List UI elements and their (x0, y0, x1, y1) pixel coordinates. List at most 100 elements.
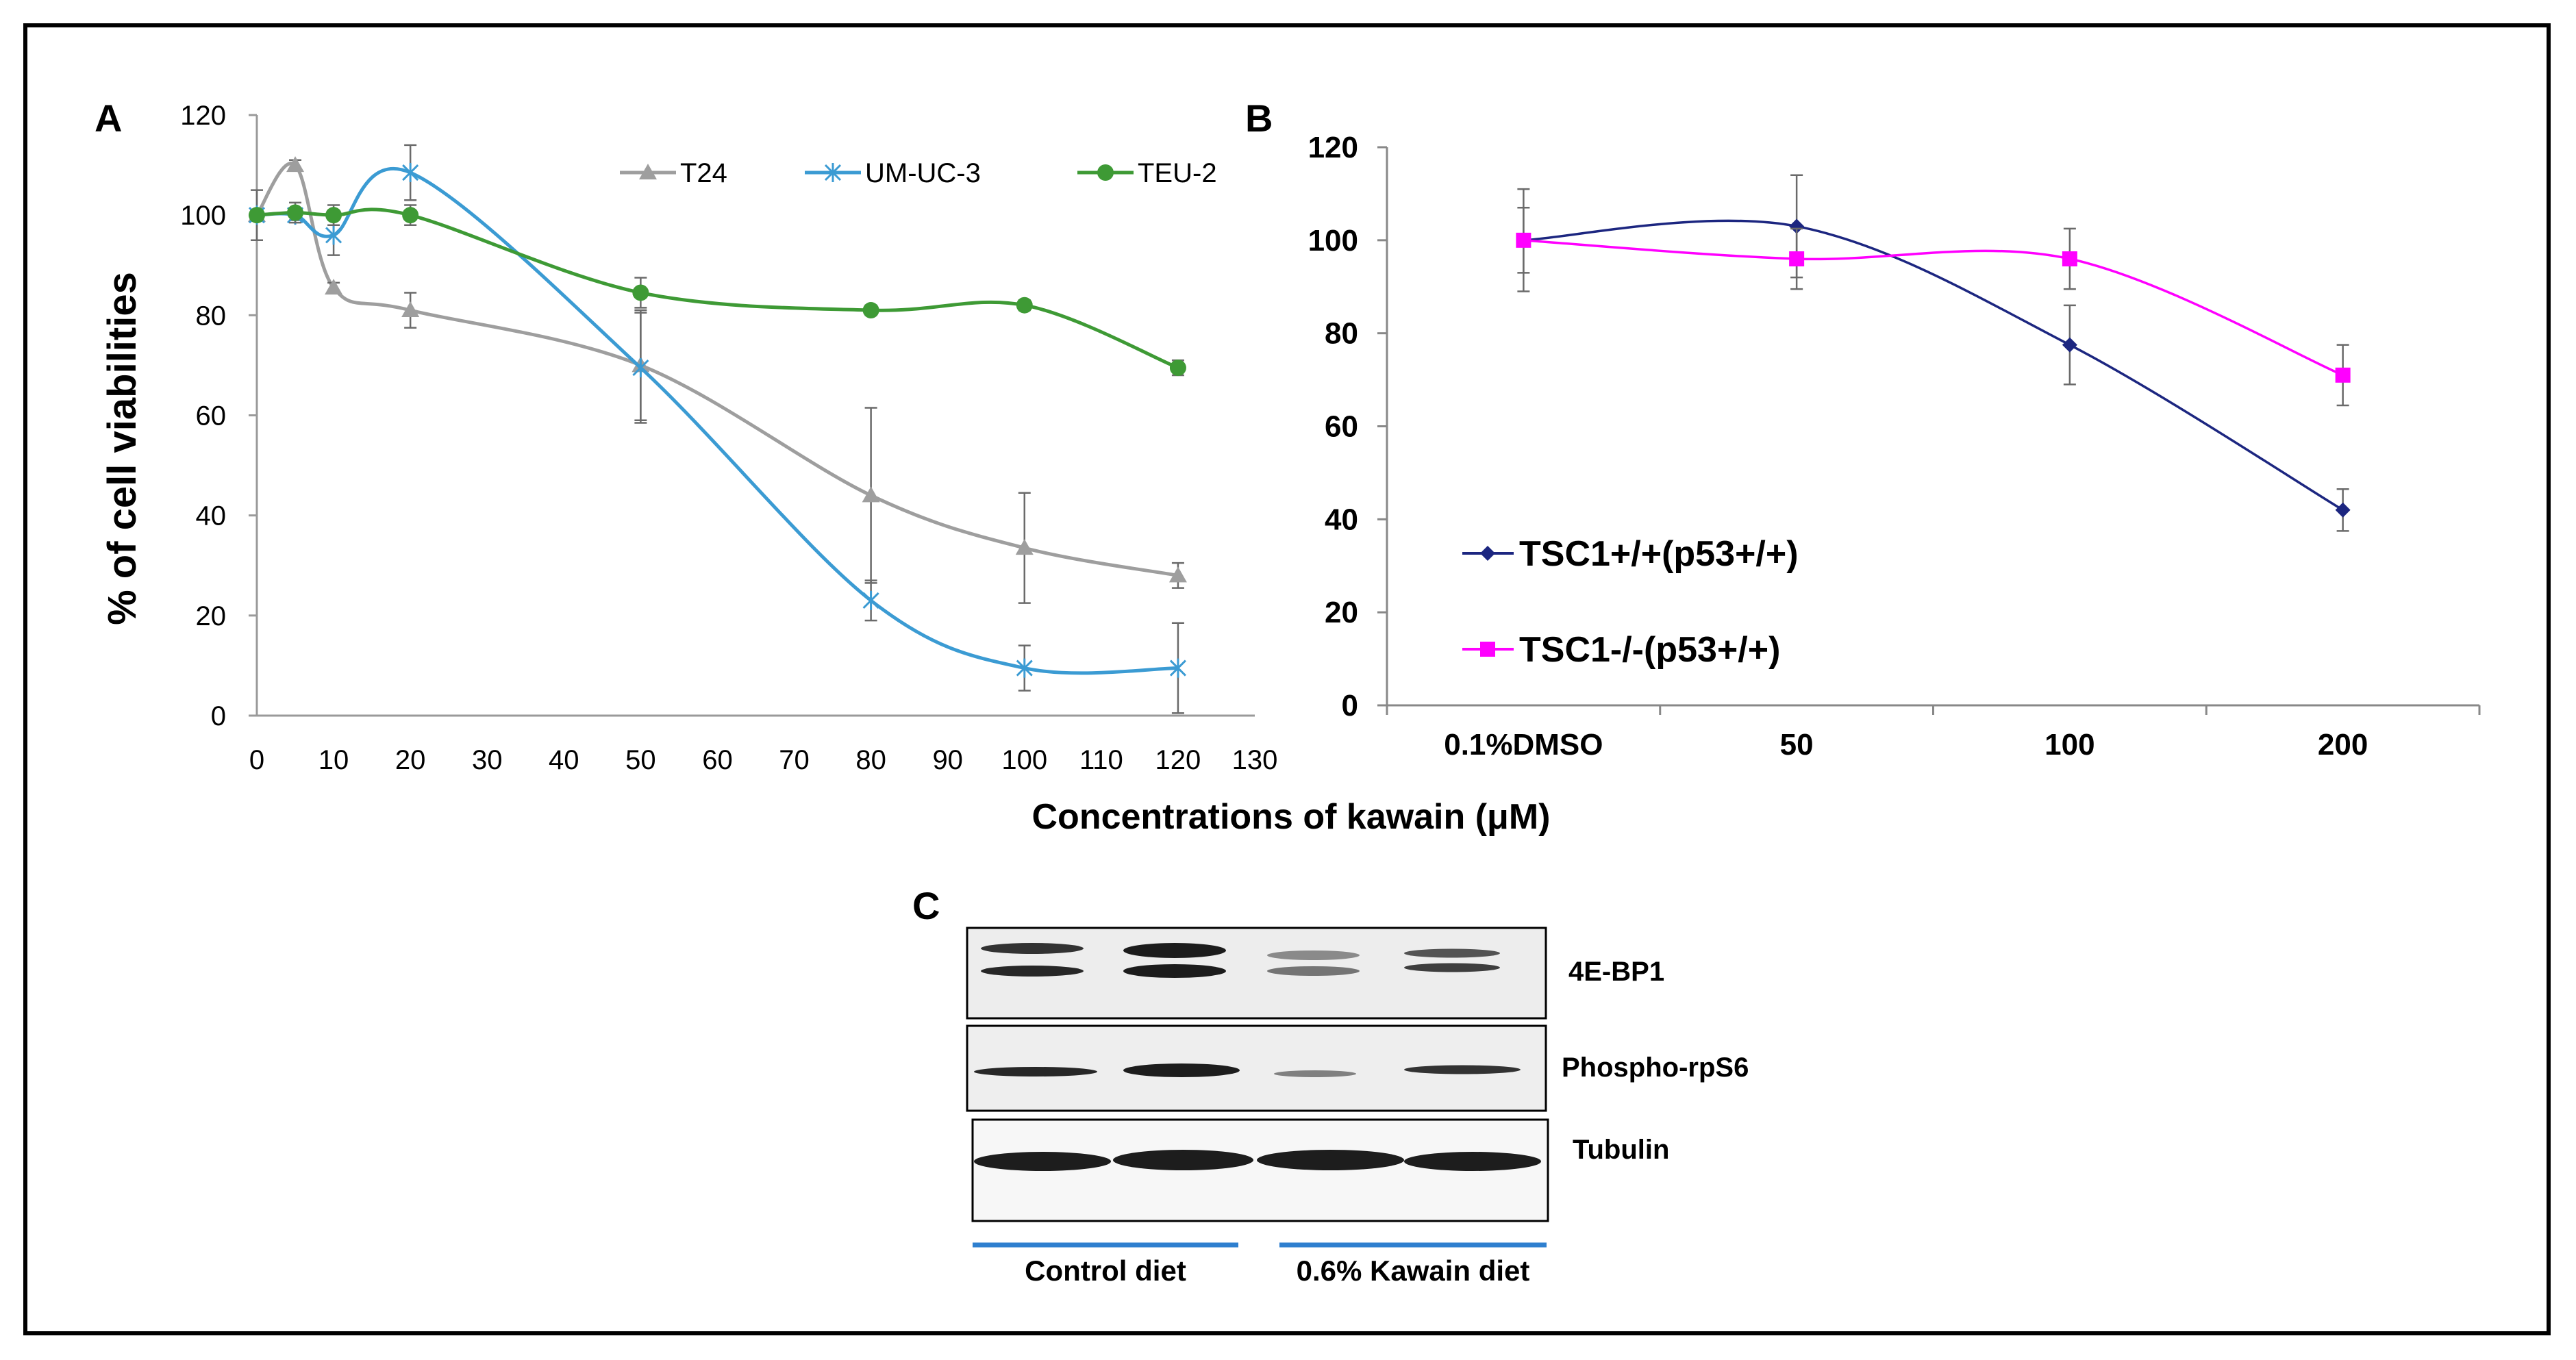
legend-marker-tsc1-p53- (1480, 546, 1495, 561)
blot-band (1267, 966, 1360, 976)
legend-label-t24: T24 (680, 158, 727, 188)
legend-label-tsc1-p53-: TSC1-/-(p53+/+) (1519, 630, 1780, 670)
blot-label-tubulin: Tubulin (1573, 1135, 1669, 1165)
chart-a-x-tick-label: 120 (1155, 745, 1201, 775)
chart-a-y-tick-label: 40 (196, 501, 227, 531)
series-line-tsc1-p53- (1523, 219, 2344, 512)
chart-a-x-tick-label: 0 (249, 745, 264, 775)
chart-a-x-tick-label: 130 (1232, 745, 1278, 775)
data-point-teu-2 (402, 207, 419, 224)
chart-a-y-tick-label: 120 (180, 101, 226, 131)
western-blot: 4E-BP1 Phospho-rpS6 Tubulin Control diet… (966, 927, 1749, 1287)
data-point-teu-2 (862, 302, 879, 319)
chart-a-x-tick-label: 70 (779, 745, 810, 775)
blot-strip-4e-bp1 (966, 927, 1547, 1020)
data-point-um-uc-3 (325, 225, 342, 245)
data-point-t24 (286, 156, 305, 173)
data-point-teu-2 (287, 204, 304, 221)
data-point-t24 (1015, 539, 1034, 555)
data-point-um-uc-3 (862, 590, 879, 610)
data-point-t24 (1168, 566, 1187, 583)
data-point-teu-2 (325, 207, 342, 224)
panel-b-label: B (1245, 97, 1273, 140)
chart-a-y-tick-label: 80 (196, 301, 227, 331)
chart-a-x-tick-label: 60 (702, 745, 733, 775)
chart-b-y-tick-label: 100 (1308, 224, 1358, 257)
chart-a-x-tick-label: 90 (932, 745, 963, 775)
chart-b-x-tick-label: 0.1%DMSO (1444, 728, 1603, 761)
chart-a-x-tick-label: 20 (395, 745, 426, 775)
chart-a-x-tick-label: 110 (1079, 745, 1123, 775)
chart-a-x-tick-label: 40 (549, 745, 579, 775)
chart-b-x-tick-label: 200 (2318, 728, 2368, 761)
blot-band (1257, 1150, 1404, 1170)
chart-b-y-tick-label: 60 (1325, 410, 1358, 444)
chart-a: % of cell viabilities 0 10 20 30 40 50 60 70 80 9… (100, 101, 1277, 775)
blot-band (1404, 1065, 1521, 1074)
data-point-teu-2 (1169, 360, 1186, 377)
legend-label-um-uc-3: UM-UC-3 (865, 158, 981, 188)
blot-band (974, 1152, 1111, 1171)
blot-label-4e-bp1: 4E-BP1 (1568, 957, 1664, 987)
chart-a-x-tick-label: 80 (855, 745, 886, 775)
chart-a-y-tick-label: 60 (196, 401, 227, 431)
data-point-tsc1-p53- (2062, 251, 2077, 266)
chart-b-y-tick-label: 0 (1342, 689, 1358, 722)
blot-label-phospho-rps6: Phospho-rpS6 (1562, 1053, 1749, 1083)
data-point-um-uc-3 (402, 163, 419, 183)
data-point-t24 (401, 301, 420, 318)
blot-band (1113, 1150, 1253, 1170)
blot-band (1123, 964, 1226, 978)
data-point-tsc1-p53- (2335, 502, 2351, 518)
blot-band (1274, 1070, 1356, 1077)
legend-marker-um-uc-3 (824, 163, 842, 182)
chart-a-ylabel: % of cell viabilities (100, 272, 145, 625)
series-line-t24 (255, 162, 1179, 577)
blot-band (981, 966, 1084, 977)
blot-band (1404, 1152, 1541, 1171)
blot-band (1404, 948, 1500, 958)
blot-band (1123, 943, 1226, 958)
series-line-um-uc-3 (256, 166, 1178, 675)
group-label-kawain: 0.6% Kawain diet (1297, 1255, 1530, 1287)
figure-frame (23, 23, 2551, 1335)
shared-xlabel: Concentrations of kawain (μM) (1032, 797, 1551, 837)
legend-marker-t24 (639, 164, 657, 179)
blot-band (974, 1067, 1097, 1076)
chart-a-x-tick-label: 50 (625, 745, 656, 775)
data-point-t24 (325, 279, 343, 295)
chart-b: 0.1%DMSO 50 100 200 0 20 40 60 80 100 120 TSC1+/+… (1308, 131, 2481, 761)
data-point-teu-2 (1016, 297, 1033, 314)
data-point-tsc1-p53- (1789, 218, 1805, 234)
series-line-tsc1-p53- (1523, 239, 2344, 377)
chart-b-x-tick-label: 100 (2044, 728, 2094, 761)
chart-a-x-tick-label: 10 (318, 745, 349, 775)
chart-a-x-tick-label: 30 (472, 745, 503, 775)
chart-a-x-tick-label: 100 (1001, 745, 1047, 775)
legend-label-teu-2: TEU-2 (1138, 158, 1217, 188)
data-point-tsc1-p53- (2062, 337, 2077, 353)
blot-band (981, 943, 1084, 954)
data-point-um-uc-3 (1016, 658, 1033, 678)
blot-band (1404, 963, 1500, 972)
data-point-um-uc-3 (632, 358, 649, 378)
blot-band (1267, 950, 1360, 960)
data-point-tsc1-p53- (1789, 251, 1805, 266)
chart-b-y-tick-label: 80 (1325, 317, 1358, 351)
legend-label-tsc1-p53-: TSC1+/+(p53+/+) (1519, 534, 1799, 574)
data-point-tsc1-p53- (2335, 367, 2351, 383)
chart-a-y-tick-label: 0 (211, 701, 226, 731)
chart-b-y-tick-label: 20 (1325, 596, 1358, 629)
legend-marker-teu-2 (1097, 164, 1114, 181)
chart-a-y-tick-label: 20 (196, 601, 227, 631)
data-point-teu-2 (632, 284, 649, 301)
data-point-teu-2 (249, 207, 265, 224)
chart-b-x-tick-label: 50 (1780, 728, 1814, 761)
blot-band (1123, 1063, 1240, 1077)
panel-a-label: A (95, 97, 122, 140)
chart-a-y-tick-label: 100 (180, 201, 226, 231)
data-point-tsc1-p53- (1516, 232, 1531, 248)
legend-marker-tsc1-p53- (1480, 642, 1495, 657)
group-label-control: Control diet (1025, 1255, 1186, 1287)
